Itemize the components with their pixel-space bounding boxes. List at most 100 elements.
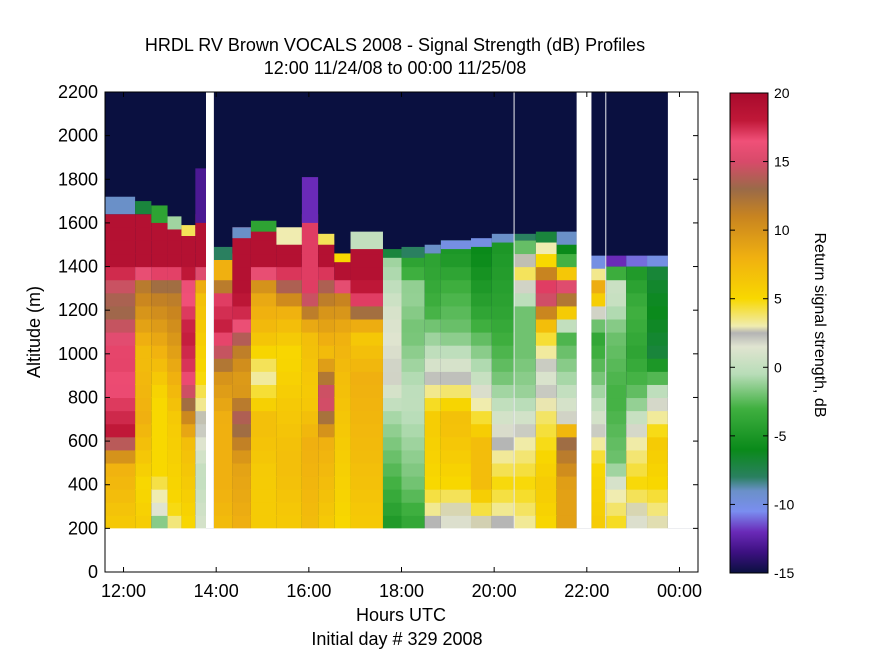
- heatmap-cell: [195, 515, 206, 529]
- heatmap-cell: [276, 397, 302, 412]
- heatmap-cell: [135, 371, 152, 385]
- heatmap-cell: [135, 318, 152, 333]
- heatmap-cell: [301, 227, 319, 241]
- heatmap-cell: [424, 318, 441, 333]
- heatmap-cell: [105, 515, 136, 529]
- no-data-gap: [576, 92, 592, 529]
- heatmap-cell: [591, 318, 606, 333]
- heatmap-cell: [626, 423, 648, 438]
- heatmap-cell: [440, 358, 471, 372]
- heatmap-cell: [470, 515, 492, 529]
- heatmap-cell: [318, 502, 335, 516]
- heatmap-cell: [105, 410, 136, 425]
- heatmap-cell: [591, 489, 606, 503]
- heatmap-cell: [105, 332, 136, 346]
- heatmap-cell: [318, 384, 335, 399]
- no-data-gap: [605, 92, 607, 529]
- heatmap-cell: [647, 410, 668, 425]
- heatmap-cell: [382, 318, 402, 333]
- heatmap-cell: [334, 266, 351, 281]
- heatmap-cell: [647, 515, 668, 529]
- heatmap-cell: [276, 384, 302, 399]
- heatmap-cell: [556, 292, 577, 307]
- heatmap-cell: [276, 462, 302, 477]
- heatmap-cell: [213, 410, 233, 425]
- heatmap-cell: [232, 345, 251, 359]
- heatmap-cell: [151, 384, 168, 399]
- heatmap-cell: [181, 489, 196, 503]
- heatmap-cell: [301, 462, 319, 477]
- heatmap-cell: [382, 397, 402, 412]
- colorbar-tick-label: 5: [774, 291, 782, 307]
- heatmap-cell: [250, 462, 277, 477]
- heatmap-cell: [318, 397, 335, 412]
- heatmap-cell: [334, 489, 351, 503]
- heatmap-cell: [491, 436, 514, 451]
- heatmap-cell: [535, 240, 557, 255]
- heatmap-cell: [276, 489, 302, 503]
- heatmap-cell: [514, 279, 536, 294]
- heatmap-cell: [556, 332, 577, 346]
- heatmap-cell: [647, 318, 668, 333]
- heatmap-cell: [334, 279, 351, 294]
- heatmap-cell: [350, 515, 383, 529]
- heatmap-cell: [556, 410, 577, 425]
- heatmap-cell: [535, 502, 557, 516]
- heatmap-cell: [382, 305, 402, 320]
- heatmap-cell: [135, 358, 152, 372]
- heatmap-cell: [195, 462, 206, 477]
- heatmap-cell: [135, 279, 152, 294]
- heatmap-cell: [556, 423, 577, 438]
- heatmap-cell: [195, 332, 206, 346]
- heatmap-cell: [334, 384, 351, 399]
- heatmap-cell: [401, 436, 425, 451]
- heatmap-cell: [424, 384, 441, 399]
- heatmap-cell: [195, 436, 206, 451]
- heatmap-cell: [318, 449, 335, 464]
- heatmap-cell: [151, 279, 168, 294]
- heatmap-cell: [334, 318, 351, 333]
- heatmap-cell: [647, 371, 668, 385]
- colorbar-ticks: -15 -10 -5 0 5 10 15 20: [730, 85, 794, 581]
- heatmap-cell: [535, 266, 557, 281]
- heatmap-cell: [606, 371, 627, 385]
- heatmap-cell: [135, 489, 152, 503]
- heatmap-cell: [232, 318, 251, 333]
- heatmap-cell: [491, 476, 514, 490]
- heatmap-cell: [105, 240, 136, 255]
- heatmap-cell: [491, 384, 514, 399]
- heatmap-cell: [301, 318, 319, 333]
- y-tick-label: 600: [68, 431, 98, 451]
- heatmap-cell: [213, 515, 233, 529]
- heatmap-cell: [382, 358, 402, 372]
- y-tick-label: 1800: [58, 169, 98, 189]
- y-axis-label: Altitude (m): [24, 286, 44, 378]
- cloud-top-cell: [591, 255, 606, 269]
- heatmap-cell: [626, 462, 648, 477]
- heatmap-cell: [151, 397, 168, 412]
- heatmap-cell: [606, 436, 627, 451]
- heatmap-cell: [195, 384, 206, 399]
- heatmap-cell: [470, 371, 492, 385]
- heatmap-cell: [195, 266, 206, 281]
- heatmap-cell: [276, 515, 302, 529]
- heatmap-cell: [556, 305, 577, 320]
- heatmap-cell: [514, 449, 536, 464]
- heatmap-cell: [301, 423, 319, 438]
- heatmap-cell: [167, 279, 182, 294]
- heatmap-cell: [470, 410, 492, 425]
- heatmap-cell: [647, 449, 668, 464]
- heatmap-cell: [213, 502, 233, 516]
- heatmap-cell: [135, 292, 152, 307]
- heatmap-cell: [424, 345, 441, 359]
- heatmap-cell: [181, 449, 196, 464]
- heatmap-cell: [606, 410, 627, 425]
- heatmap-cell: [470, 502, 492, 516]
- heatmap-cell: [181, 515, 196, 529]
- heatmap-cell: [647, 279, 668, 294]
- heatmap-cell: [401, 384, 425, 399]
- heatmap-cell: [514, 266, 536, 281]
- heatmap-cell: [318, 279, 335, 294]
- heatmap-cell: [401, 358, 425, 372]
- heatmap-cell: [213, 332, 233, 346]
